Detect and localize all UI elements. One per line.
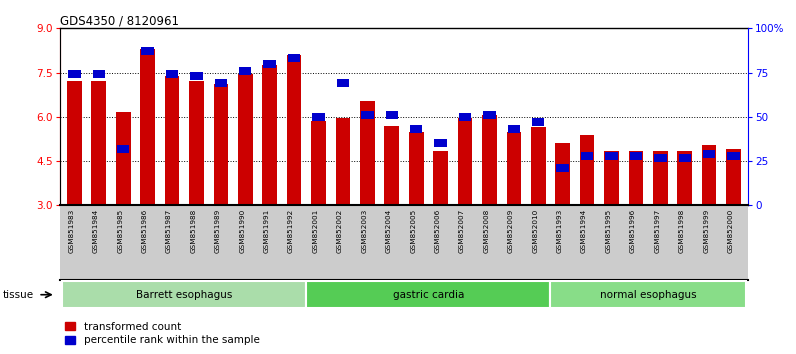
Text: GSM851999: GSM851999 (703, 209, 709, 253)
Bar (435, 139, 447, 147)
Text: GSM851995: GSM851995 (606, 209, 611, 253)
Bar (579, 135, 595, 205)
Bar (239, 67, 252, 75)
Bar (653, 151, 668, 205)
Bar (506, 132, 521, 205)
Bar (531, 127, 545, 205)
Bar (677, 151, 692, 205)
Text: GSM852004: GSM852004 (386, 209, 392, 253)
Bar (238, 74, 252, 205)
Bar (337, 79, 349, 87)
Text: GSM851988: GSM851988 (190, 209, 197, 253)
Bar (654, 154, 666, 161)
Text: tissue: tissue (2, 290, 33, 300)
Bar (189, 81, 204, 205)
Text: GSM851997: GSM851997 (654, 209, 661, 253)
Bar (629, 151, 643, 205)
Text: GSM851984: GSM851984 (93, 209, 99, 253)
Bar (551, 281, 746, 308)
Bar (166, 70, 178, 78)
Bar (213, 84, 228, 205)
Bar (458, 113, 471, 121)
Bar (385, 111, 398, 119)
Text: GSM851994: GSM851994 (581, 209, 587, 253)
Bar (556, 143, 570, 205)
Bar (92, 70, 105, 78)
Bar (140, 49, 155, 205)
Text: GSM852003: GSM852003 (361, 209, 367, 253)
Text: GDS4350 / 8120961: GDS4350 / 8120961 (60, 14, 178, 27)
Text: GSM852009: GSM852009 (508, 209, 514, 253)
Bar (630, 152, 642, 160)
Text: gastric cardia: gastric cardia (392, 290, 464, 300)
Text: GSM852008: GSM852008 (483, 209, 490, 253)
Bar (67, 81, 82, 205)
Text: GSM852000: GSM852000 (728, 209, 734, 253)
Text: GSM852006: GSM852006 (435, 209, 441, 253)
Bar (92, 81, 106, 205)
Text: GSM851987: GSM851987 (166, 209, 172, 253)
Text: normal esophagus: normal esophagus (600, 290, 696, 300)
Legend: transformed count, percentile rank within the sample: transformed count, percentile rank withi… (65, 322, 259, 345)
Bar (604, 151, 618, 205)
Bar (360, 101, 375, 205)
Bar (605, 152, 618, 160)
Bar (361, 111, 373, 119)
Bar (410, 125, 423, 133)
Bar (532, 118, 544, 126)
Text: GSM851991: GSM851991 (263, 209, 270, 253)
Bar (728, 152, 739, 160)
Bar (62, 281, 306, 308)
Bar (482, 115, 497, 205)
Bar (702, 145, 716, 205)
Bar (263, 60, 276, 68)
Bar (68, 70, 80, 78)
Text: GSM852010: GSM852010 (533, 209, 538, 253)
Bar (117, 145, 130, 153)
Text: GSM851986: GSM851986 (142, 209, 147, 253)
Bar (215, 79, 227, 87)
Bar (678, 154, 691, 161)
Text: GSM851996: GSM851996 (630, 209, 636, 253)
Text: GSM851992: GSM851992 (288, 209, 294, 253)
Text: GSM851985: GSM851985 (117, 209, 123, 253)
Text: GSM851998: GSM851998 (679, 209, 685, 253)
Bar (306, 281, 551, 308)
Text: Barrett esophagus: Barrett esophagus (136, 290, 232, 300)
Bar (703, 150, 716, 158)
Bar (433, 151, 448, 205)
Bar (165, 75, 179, 205)
Bar (384, 126, 399, 205)
Text: GSM851990: GSM851990 (240, 209, 245, 253)
Bar (288, 55, 300, 62)
Bar (116, 113, 131, 205)
Bar (458, 118, 472, 205)
Text: GSM851989: GSM851989 (215, 209, 220, 253)
Text: GSM851983: GSM851983 (68, 209, 74, 253)
Bar (142, 47, 154, 55)
Text: GSM852005: GSM852005 (410, 209, 416, 253)
Bar (263, 65, 277, 205)
Bar (336, 118, 350, 205)
Text: GSM852002: GSM852002 (337, 209, 343, 253)
Text: GSM852001: GSM852001 (313, 209, 318, 253)
Bar (312, 113, 325, 121)
Bar (483, 111, 496, 119)
Text: GSM852007: GSM852007 (459, 209, 465, 253)
Text: GSM851993: GSM851993 (556, 209, 563, 253)
Bar (311, 121, 326, 205)
Bar (508, 125, 520, 133)
Bar (409, 132, 423, 205)
Bar (287, 55, 302, 205)
Bar (556, 164, 569, 172)
Bar (581, 152, 593, 160)
Bar (190, 72, 203, 80)
Bar (726, 149, 741, 205)
